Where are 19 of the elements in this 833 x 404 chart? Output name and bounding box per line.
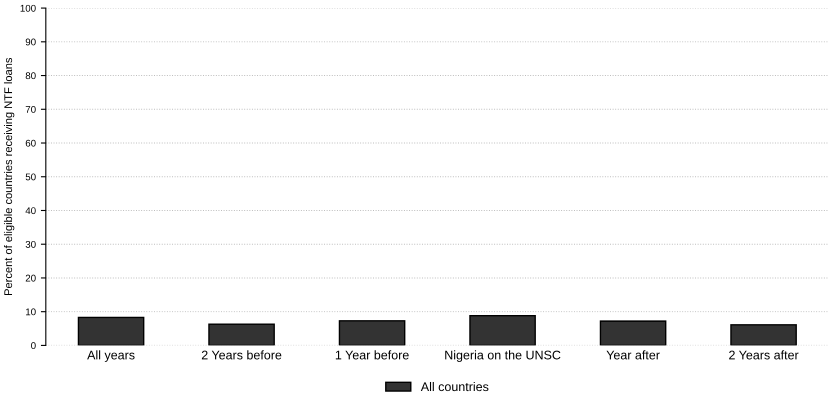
x-tick-label: Year after	[606, 350, 660, 360]
y-axis-title: Percent of eligible countries receiving NTF loans	[4, 58, 14, 296]
x-tick-label: Nigeria on the UNSC	[445, 350, 560, 362]
y-tick-label: 30	[26, 240, 36, 248]
y-tick-label: 0	[31, 342, 36, 350]
y-tick-label: 80	[26, 72, 36, 80]
y-tick-label: 10	[26, 308, 36, 316]
x-tick-label: 2 Years before	[202, 350, 282, 360]
y-tick-label: 40	[26, 207, 36, 214]
x-tick-label: 1 Year before	[336, 350, 409, 360]
y-tick-label: 70	[26, 106, 36, 113]
legend-label: All countries	[420, 382, 488, 392]
y-tick-label: 60	[26, 140, 36, 147]
y-tick-label: 90	[26, 38, 36, 46]
y-tick-label: 100	[20, 4, 36, 12]
y-tick-label: 20	[26, 274, 36, 282]
x-tick-label: All years	[87, 350, 135, 362]
x-tick-label: 2 Years after	[729, 350, 798, 360]
y-tick-label: 50	[26, 173, 36, 180]
